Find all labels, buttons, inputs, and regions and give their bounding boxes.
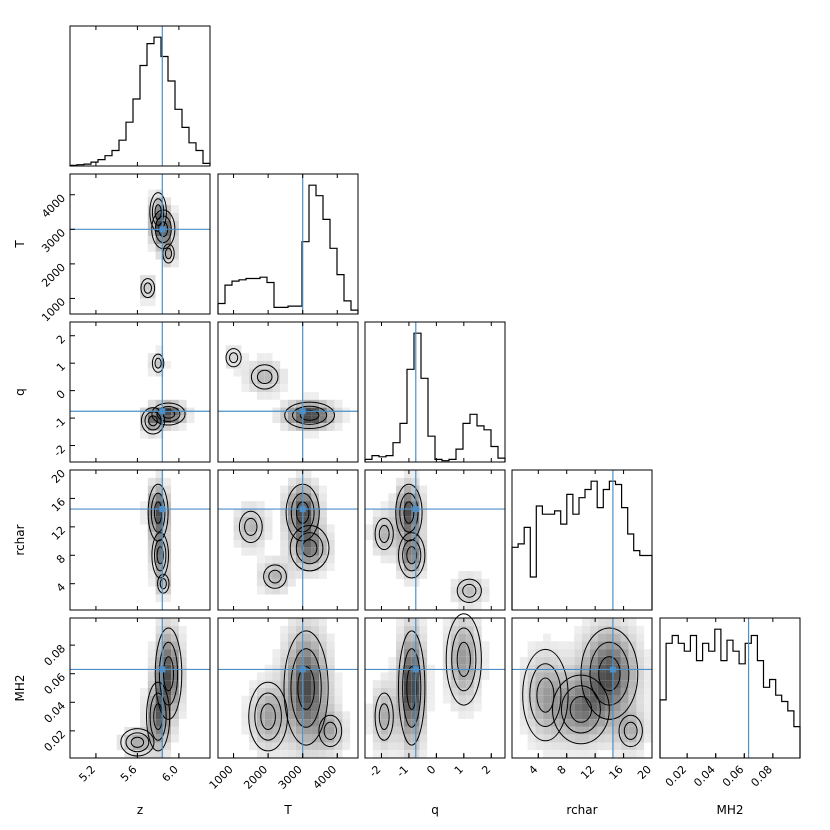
y-tick-label-T: 3000 bbox=[39, 226, 68, 255]
y-axis-label-MH2: MH2 bbox=[13, 674, 27, 701]
x-tick-label-q: -1 bbox=[394, 763, 411, 780]
panel-frame bbox=[364, 617, 506, 759]
histogram-rchar bbox=[511, 480, 653, 610]
y-tick-label-T: 2000 bbox=[39, 261, 68, 290]
y-tick-label-q: 0 bbox=[54, 388, 68, 402]
panel-frame bbox=[217, 173, 359, 315]
panel-frame bbox=[217, 469, 359, 611]
hist-panel-T bbox=[217, 173, 359, 315]
x-tick-label-q: -2 bbox=[367, 763, 384, 780]
x-tick-label-q: 0 bbox=[424, 763, 438, 777]
x-tick-label-MH2: 0.02 bbox=[663, 763, 690, 790]
x-tick-label-q: 2 bbox=[479, 763, 493, 777]
truth-marker bbox=[159, 506, 166, 513]
x-tick-label-rchar: 8 bbox=[555, 763, 569, 777]
hist-panel-z bbox=[69, 25, 211, 167]
y-tick-label-rchar: 20 bbox=[49, 467, 68, 486]
panel-T-vs-z bbox=[69, 173, 211, 315]
truth-marker bbox=[412, 506, 419, 513]
y-axis-label-q: q bbox=[13, 388, 27, 396]
panel-frame bbox=[217, 617, 359, 759]
x-tick-label-T: 3000 bbox=[276, 763, 305, 792]
y-tick-label-rchar: 12 bbox=[49, 524, 68, 543]
x-tick-label-MH2: 0.04 bbox=[691, 763, 718, 790]
truth-marker bbox=[159, 408, 166, 415]
y-tick-label-q: 2 bbox=[54, 333, 68, 347]
truth-marker bbox=[299, 506, 306, 513]
panel-MH2-vs-rchar bbox=[511, 617, 653, 759]
y-axis-label-T: T bbox=[13, 240, 27, 249]
y-tick-label-rchar: 16 bbox=[49, 495, 68, 514]
truth-marker bbox=[159, 226, 166, 233]
panel-frame bbox=[69, 321, 211, 463]
panel-frame bbox=[364, 321, 506, 463]
histogram-MH2 bbox=[659, 628, 801, 758]
panel-rchar-vs-z bbox=[69, 469, 211, 611]
y-tick-label-MH2: 0.02 bbox=[42, 728, 69, 755]
x-tick-label-q: 1 bbox=[452, 763, 466, 777]
x-tick-label-MH2: 0.06 bbox=[720, 763, 747, 790]
x-tick-label-rchar: 16 bbox=[607, 763, 626, 782]
truth-marker bbox=[159, 666, 166, 673]
hist-panel-MH2 bbox=[659, 617, 801, 759]
x-axis-label-q: q bbox=[431, 803, 439, 817]
panel-frame bbox=[69, 617, 211, 759]
hist-panel-q bbox=[364, 321, 506, 463]
histogram-T bbox=[217, 184, 359, 314]
panel-MH2-vs-T bbox=[217, 617, 359, 759]
y-axis-label-rchar: rchar bbox=[13, 524, 27, 555]
panel-MH2-vs-z bbox=[69, 617, 211, 759]
panel-frame bbox=[364, 469, 506, 611]
x-tick-label-rchar: 12 bbox=[578, 763, 597, 782]
x-tick-label-T: 2000 bbox=[241, 763, 270, 792]
panel-q-vs-T bbox=[217, 321, 359, 463]
panel-frame bbox=[511, 469, 653, 611]
y-tick-label-q: -2 bbox=[51, 442, 68, 459]
y-tick-label-MH2: 0.04 bbox=[42, 699, 69, 726]
panel-MH2-vs-q bbox=[364, 613, 506, 759]
y-tick-label-MH2: 0.06 bbox=[42, 671, 69, 698]
y-tick-label-rchar: 4 bbox=[54, 581, 68, 595]
panel-frame bbox=[659, 617, 801, 759]
y-tick-label-T: 4000 bbox=[39, 192, 68, 221]
truth-marker bbox=[412, 666, 419, 673]
panel-frame bbox=[217, 321, 359, 463]
truth-marker bbox=[299, 666, 306, 673]
x-tick-label-rchar: 20 bbox=[635, 763, 654, 782]
panel-frame bbox=[69, 469, 211, 611]
truth-marker bbox=[609, 666, 616, 673]
panel-frame bbox=[69, 25, 211, 167]
x-axis-label-z: z bbox=[137, 803, 143, 817]
y-tick-label-T: 1000 bbox=[39, 295, 68, 324]
x-axis-label-rchar: rchar bbox=[566, 803, 597, 817]
panel-q-vs-z bbox=[69, 321, 211, 463]
x-tick-label-T: 1000 bbox=[207, 763, 236, 792]
panel-frame bbox=[69, 173, 211, 315]
x-axis-label-MH2: MH2 bbox=[716, 803, 743, 817]
histogram-z bbox=[69, 36, 211, 166]
histogram-q bbox=[364, 332, 506, 462]
x-tick-label-z: 6.0 bbox=[159, 763, 181, 785]
y-tick-label-q: 1 bbox=[54, 360, 68, 374]
truth-marker bbox=[299, 408, 306, 415]
panel-rchar-vs-q bbox=[364, 469, 506, 611]
x-tick-label-T: 4000 bbox=[310, 763, 339, 792]
x-tick-label-z: 5.2 bbox=[76, 763, 98, 785]
x-axis-label-T: T bbox=[283, 803, 292, 817]
panel-rchar-vs-T bbox=[217, 469, 359, 611]
x-tick-label-rchar: 4 bbox=[526, 763, 540, 777]
y-tick-label-MH2: 0.08 bbox=[42, 642, 69, 669]
y-tick-label-rchar: 8 bbox=[54, 552, 68, 566]
y-tick-label-q: -1 bbox=[51, 415, 68, 432]
x-tick-label-MH2: 0.08 bbox=[748, 763, 775, 790]
panel-frame bbox=[511, 617, 653, 759]
x-tick-label-z: 5.6 bbox=[118, 763, 140, 785]
hist-panel-rchar bbox=[511, 469, 653, 611]
